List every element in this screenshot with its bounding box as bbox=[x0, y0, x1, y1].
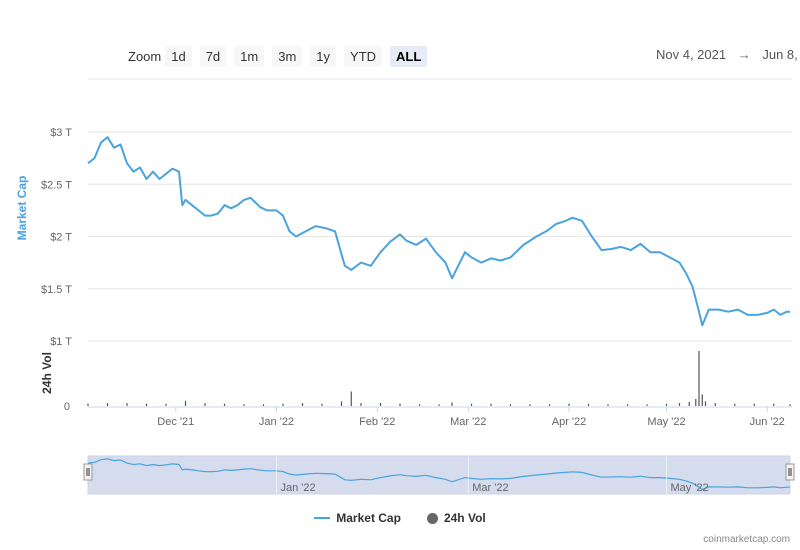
date-from-input[interactable]: Nov 4, 2021 bbox=[656, 47, 727, 62]
volume-bar bbox=[773, 403, 775, 406]
volume-bar bbox=[695, 399, 697, 406]
volume-bar bbox=[678, 403, 681, 406]
navigator-range[interactable] bbox=[87, 455, 791, 495]
date-range: Nov 4, 2021 → Jun 8, 2 bbox=[656, 47, 800, 62]
volume-bar bbox=[665, 403, 668, 406]
volume-bar bbox=[340, 401, 343, 406]
volume-bar bbox=[789, 404, 791, 406]
navigator-tick-label: May '22 bbox=[671, 482, 709, 494]
volume-bar bbox=[282, 403, 284, 406]
zoom-ytd-button[interactable]: YTD bbox=[344, 45, 383, 67]
y-tick-label: $1 T bbox=[50, 336, 72, 348]
volume-bar bbox=[587, 403, 590, 406]
credits-link[interactable]: coinmarketcap.com bbox=[703, 534, 790, 545]
y-tick-label: $1.5 T bbox=[41, 284, 72, 296]
zoom-bar: Zoom 1d 7d 1m 3m 1y YTD ALL bbox=[128, 45, 435, 67]
market-cap-series bbox=[87, 136, 790, 327]
volume-bar bbox=[529, 404, 531, 406]
y-tick-label: $2.5 T bbox=[41, 179, 72, 191]
volume-bar bbox=[753, 403, 755, 406]
navigator-right-handle[interactable] bbox=[785, 463, 795, 481]
navigator-tick-label: Mar '22 bbox=[472, 482, 508, 494]
y-axis-ticks: $1 T $1.5 T $2 T $2.5 T $3 T bbox=[41, 127, 72, 348]
x-tick-label: May '22 bbox=[647, 416, 685, 428]
legend-volume-label: 24h Vol bbox=[443, 511, 486, 525]
zoom-all-button[interactable]: ALL bbox=[390, 45, 428, 67]
volume-bar bbox=[438, 404, 440, 406]
volume-bar bbox=[704, 401, 707, 406]
volume-bar bbox=[418, 404, 421, 406]
volume-bar bbox=[734, 403, 736, 406]
legend: Market Cap 24h Vol bbox=[0, 511, 800, 525]
legend-market-cap-label: Market Cap bbox=[336, 511, 401, 525]
volume-bar bbox=[470, 403, 473, 406]
x-tick-label: Jan '22 bbox=[259, 416, 294, 428]
volume-bar bbox=[165, 403, 167, 406]
volume-bar bbox=[490, 403, 492, 406]
volume-bar bbox=[698, 350, 700, 406]
volume-bar bbox=[321, 403, 323, 406]
volume-bar bbox=[243, 404, 245, 406]
volume-zero-label: 0 bbox=[64, 401, 70, 413]
volume-bar bbox=[379, 403, 382, 406]
volume-bar bbox=[688, 401, 690, 406]
volume-bar bbox=[184, 400, 187, 406]
volume-bar bbox=[399, 403, 401, 406]
y-tick-label: $2 T bbox=[50, 232, 72, 244]
x-tick-label: Apr '22 bbox=[552, 416, 587, 428]
date-arrow-icon: → bbox=[737, 47, 751, 62]
volume-bar bbox=[646, 404, 648, 406]
volume-bar bbox=[509, 404, 512, 406]
volume-bar bbox=[350, 391, 352, 406]
x-tick-label: Mar '22 bbox=[450, 416, 486, 428]
volume-bar bbox=[87, 403, 89, 406]
volume-bar bbox=[223, 403, 226, 406]
zoom-7d-button[interactable]: 7d bbox=[199, 45, 227, 67]
zoom-1m-button[interactable]: 1m bbox=[234, 45, 265, 67]
volume-bar bbox=[701, 394, 703, 406]
zoom-1y-button[interactable]: 1y bbox=[310, 45, 337, 67]
y-axis-title: Market Cap bbox=[15, 176, 29, 241]
volume-bar bbox=[126, 403, 128, 406]
navigator-left-handle[interactable] bbox=[83, 463, 93, 481]
x-axis-ticks: Dec '21 Jan '22 Feb '22 Mar '22 Apr '22 May '… bbox=[157, 407, 785, 428]
x-tick-label: Dec '21 bbox=[157, 416, 194, 428]
volume-bar bbox=[626, 404, 629, 406]
legend-item-volume[interactable]: 24h Vol bbox=[426, 511, 486, 525]
volume-bar bbox=[301, 403, 304, 406]
volume-bar bbox=[360, 403, 362, 406]
navigator-tick-label: Jan '22 bbox=[281, 482, 316, 494]
navigator-line bbox=[87, 458, 790, 491]
volume-bar bbox=[204, 403, 206, 406]
zoom-label: Zoom bbox=[128, 48, 162, 64]
volume-bar bbox=[451, 402, 453, 406]
line-swatch-icon bbox=[314, 517, 331, 519]
date-to-input[interactable]: Jun 8, 2 bbox=[762, 47, 800, 62]
volume-series bbox=[87, 350, 791, 406]
x-tick-label: Feb '22 bbox=[359, 416, 395, 428]
volume-bar bbox=[607, 404, 609, 406]
zoom-1d-button[interactable]: 1d bbox=[165, 45, 192, 67]
volume-bar bbox=[548, 404, 551, 406]
volume-bar bbox=[145, 403, 148, 406]
dot-swatch-icon bbox=[426, 512, 438, 524]
x-tick-label: Jun '22 bbox=[750, 416, 785, 428]
volume-axis-title: 24h Vol bbox=[40, 352, 54, 394]
volume-bar bbox=[714, 403, 716, 406]
navigator: Jan '22 Mar '22 May '22 bbox=[83, 455, 795, 495]
grid-lines bbox=[88, 78, 792, 342]
zoom-3m-button[interactable]: 3m bbox=[272, 45, 303, 67]
y-tick-label: $3 T bbox=[50, 127, 72, 139]
volume-bar bbox=[262, 404, 265, 406]
volume-bar bbox=[568, 403, 570, 406]
legend-item-market-cap[interactable]: Market Cap bbox=[314, 511, 401, 525]
market-cap-line bbox=[87, 136, 790, 327]
volume-bar bbox=[106, 403, 109, 406]
